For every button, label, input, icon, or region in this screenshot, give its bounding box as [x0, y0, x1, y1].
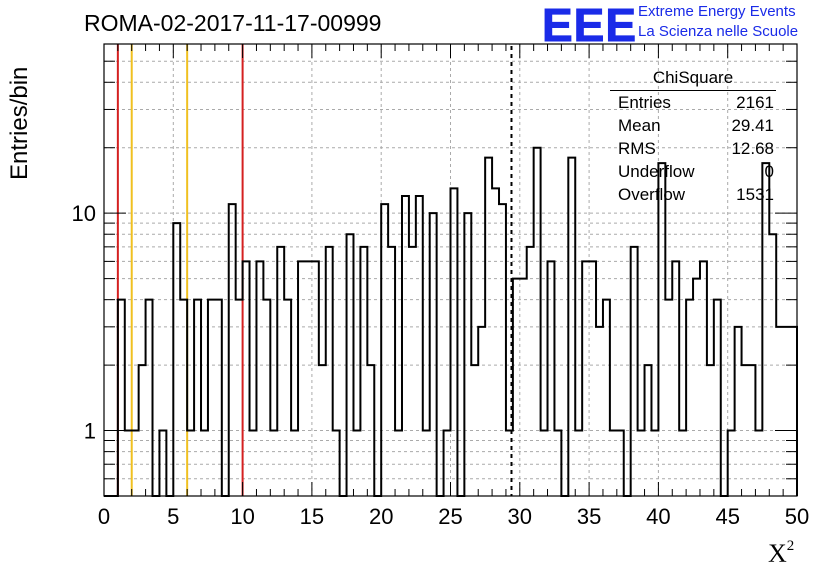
x-axis-label: Χ2: [768, 538, 794, 569]
x-tick-label: 10: [230, 504, 254, 529]
stats-value: 0: [764, 162, 774, 181]
stats-row-mean: Mean 29.41: [610, 114, 776, 137]
stats-value: 29.41: [731, 116, 774, 135]
stats-value: 12.68: [731, 139, 774, 158]
stats-label: Mean: [618, 116, 661, 135]
x-tick-label: 20: [369, 504, 393, 529]
x-tick-label: 25: [438, 504, 462, 529]
stats-label: Overflow: [618, 185, 686, 204]
reference-lines: [116, 44, 513, 496]
stats-label: Entries: [618, 93, 671, 112]
x-axis-label-base: Χ: [768, 539, 787, 568]
axes-frame: [103, 43, 798, 497]
y-tick-label: 10: [72, 201, 96, 226]
x-axis-label-sup: 2: [786, 538, 795, 554]
y-axis-label: Entries/bin: [6, 66, 33, 180]
x-tick-label: 15: [300, 504, 324, 529]
y-tick-label: 1: [84, 419, 96, 444]
x-tick-label: 30: [508, 504, 532, 529]
stats-title: ChiSquare: [610, 66, 776, 91]
plot-title: ROMA-02-2017-11-17-00999: [84, 10, 382, 36]
y-tick-labels: 1 10: [72, 201, 96, 443]
stats-label: RMS: [618, 139, 656, 158]
x-tick-label: 50: [785, 504, 809, 529]
stats-row-entries: Entries 2161: [610, 91, 776, 114]
x-tick-label: 40: [646, 504, 670, 529]
stats-box: ChiSquare Entries 2161 Mean 29.41 RMS 12.68…: [610, 66, 776, 206]
x-tick-label: 5: [167, 504, 179, 529]
stats-row-overflow: Overflow 1531: [610, 183, 776, 206]
x-tick-label: 0: [98, 504, 110, 529]
eee-logo: EEE: [541, 0, 638, 51]
stats-label: Underflow: [618, 162, 695, 181]
stats-row-underflow: Underflow 0: [610, 160, 776, 183]
stats-value: 2161: [736, 93, 774, 112]
logo-line-2: La Scienza nelle Scuole: [638, 23, 799, 40]
x-tick-label: 35: [577, 504, 601, 529]
stats-value: 1531: [736, 185, 774, 204]
logo-line-1: Extreme Energy Events: [638, 3, 796, 20]
x-tick-labels: 0 5 10 15 20 25 30 35 40 45 50: [98, 504, 809, 529]
stats-row-rms: RMS 12.68: [610, 137, 776, 160]
x-tick-label: 45: [715, 504, 739, 529]
grid-lines: [104, 44, 797, 496]
